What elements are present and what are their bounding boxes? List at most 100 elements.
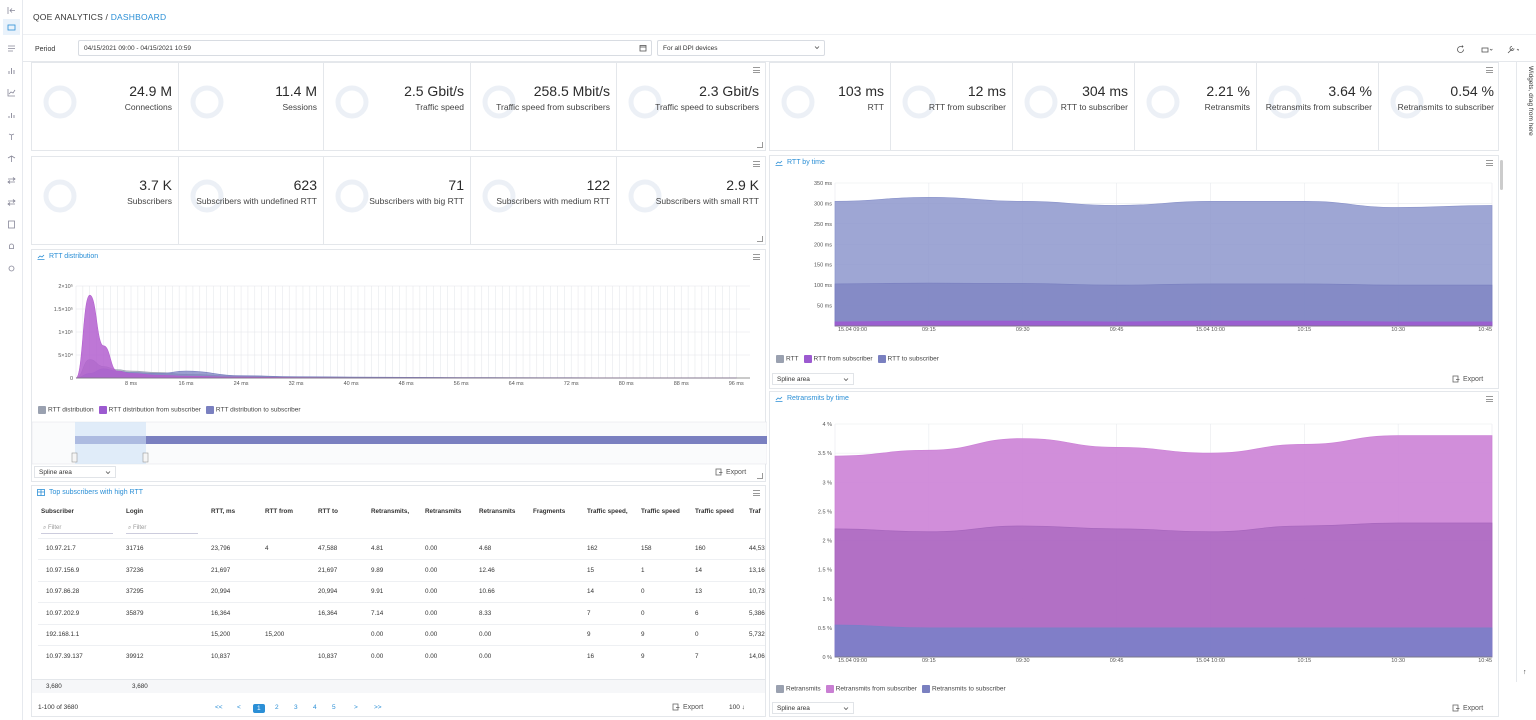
widget-menu-icon[interactable]	[1486, 67, 1493, 73]
widget-menu-icon[interactable]	[753, 161, 760, 167]
widgets-handle-icon[interactable]: ↑	[1523, 669, 1527, 676]
page-link[interactable]: 5	[332, 704, 336, 711]
column-header[interactable]: Retransmits	[479, 507, 516, 515]
scrollbar[interactable]	[1500, 160, 1503, 190]
page-size-value: 100	[729, 704, 740, 711]
page-link[interactable]: 3	[294, 704, 298, 711]
page-link[interactable]: <	[237, 704, 241, 711]
kpi-value: 3.7 K	[139, 177, 172, 193]
collapse-icon[interactable]	[3, 2, 20, 18]
chart-type-select[interactable]: Spline area	[34, 466, 116, 478]
table-cell: 0.00	[421, 623, 475, 646]
export-icon	[672, 703, 680, 711]
widget-menu-icon[interactable]	[753, 254, 760, 260]
table-row[interactable]: 10.97.202.9 35879 16,364 16,364 7.14 0.00 8.33…	[37, 602, 765, 624]
resize-handle[interactable]	[757, 236, 763, 242]
table-row[interactable]: 10.97.156.9 37236 21,697 21,697 9.89 0.00 12.4…	[37, 559, 765, 581]
widgets-panel[interactable]: Widgets, drag from here ↑	[1516, 62, 1536, 682]
widget-menu-icon[interactable]	[753, 67, 760, 73]
filter-input[interactable]: ⌕ Filter	[41, 524, 113, 535]
column-header[interactable]: Subscriber	[41, 507, 74, 515]
table-row[interactable]: 10.97.21.7 31716 23,796 4 47,588 4.81 0.00 4.68…	[37, 537, 765, 560]
area-chart-icon	[37, 254, 45, 260]
x-tick-label: 10:45	[1478, 658, 1492, 664]
print-icon[interactable]	[1481, 43, 1493, 55]
chart-type-select[interactable]: Spline area	[772, 373, 854, 385]
table-row[interactable]: 10.97.39.137 39912 10,837 10,837 0.00 0.00 0.0…	[37, 645, 765, 667]
settings-icon[interactable]	[3, 260, 20, 276]
legend-item[interactable]: RTT distribution	[38, 406, 94, 414]
column-header[interactable]: RTT, ms	[211, 507, 236, 515]
column-header[interactable]: Retransmits	[425, 507, 462, 515]
column-header[interactable]: Fragments	[533, 507, 566, 515]
page-size-select[interactable]: 100 ↓	[729, 704, 745, 711]
column-header[interactable]: Traffic speed	[695, 507, 734, 515]
refresh-icon[interactable]	[1454, 43, 1466, 55]
bars-icon[interactable]	[3, 62, 20, 78]
page-link[interactable]: 1	[253, 704, 265, 713]
export-button[interactable]: Export	[1452, 704, 1483, 712]
calendar-icon[interactable]	[639, 44, 647, 52]
table-cell: 9.89	[367, 559, 421, 581]
column-header[interactable]: Traffic speed,	[587, 507, 628, 515]
exchange-icon[interactable]	[3, 172, 20, 188]
page-link[interactable]: 2	[275, 704, 279, 711]
arrows-vertical-icon	[333, 83, 371, 123]
antenna-icon[interactable]	[3, 128, 20, 144]
filter-input[interactable]: ⌕ Filter	[126, 524, 198, 535]
table-row[interactable]: 192.168.1.1 15,200 15,200 0.00 0.00 0.00 9 9 0 5,…	[37, 623, 765, 646]
device-select[interactable]: For all DPI devices	[657, 40, 825, 56]
bell-icon[interactable]	[3, 238, 20, 254]
stats-icon[interactable]	[3, 106, 20, 122]
rtt-distribution-widget: RTT distribution 2×10⁵ 1.5×10⁵ 1×10⁵ 5×10⁴ 0…	[31, 249, 767, 482]
area-chart-icon	[775, 160, 783, 166]
column-header[interactable]: Retransmits,	[371, 507, 410, 515]
widget-menu-icon[interactable]	[1486, 160, 1493, 166]
transfer-icon[interactable]	[3, 194, 20, 210]
column-header[interactable]: RTT from	[265, 507, 293, 515]
widget-menu-icon[interactable]	[753, 490, 760, 496]
rtt-distribution-title: RTT distribution	[49, 253, 99, 260]
table-cell	[314, 623, 367, 646]
page-link[interactable]: >	[354, 704, 358, 711]
table-row[interactable]: 10.97.86.28 37295 20,994 20,994 9.91 0.00 10.6…	[37, 580, 765, 603]
column-header[interactable]: Login	[126, 507, 144, 515]
dashboard-icon[interactable]	[3, 19, 20, 35]
period-input[interactable]: 04/15/2021 09:00 - 04/15/2021 10:59	[78, 40, 652, 56]
document-icon[interactable]	[3, 216, 20, 232]
filter-placeholder: Filter	[48, 525, 62, 532]
legend-item[interactable]: Retransmits from subscriber	[825, 685, 917, 693]
page-link[interactable]: 4	[313, 704, 317, 711]
legend-item[interactable]: RTT to subscriber	[877, 355, 939, 363]
legend-item[interactable]: Retransmits	[776, 685, 821, 693]
chart-icon[interactable]	[3, 84, 20, 100]
column-header[interactable]: Traf	[749, 507, 761, 515]
export-button[interactable]: Export	[1452, 375, 1483, 383]
table-cell: 10,837	[207, 645, 261, 667]
legend-item[interactable]: RTT from subscriber	[803, 355, 873, 363]
report-icon[interactable]	[3, 40, 20, 56]
chart-type-select[interactable]: Spline area	[772, 702, 854, 714]
resize-handle[interactable]	[757, 142, 763, 148]
navigator-selection[interactable]	[75, 422, 146, 464]
wrench-icon[interactable]	[1507, 43, 1519, 55]
legend-item[interactable]: RTT distribution to subscriber	[205, 406, 301, 414]
legend-item[interactable]: RTT	[776, 355, 799, 363]
export-button[interactable]: Export	[715, 468, 746, 476]
table-export-button[interactable]: Export	[672, 703, 703, 711]
legend-item[interactable]: Retransmits to subscriber	[921, 685, 1006, 693]
legend-item[interactable]: RTT distribution from subscriber	[98, 406, 201, 414]
navigator-handle-right[interactable]	[142, 452, 149, 463]
column-header[interactable]: RTT to	[318, 507, 338, 515]
navigator-handle-left[interactable]	[71, 452, 78, 463]
series-area-retransmits	[834, 522, 1493, 658]
breadcrumb-root[interactable]: QOE ANALYTICS	[33, 12, 103, 22]
resize-handle[interactable]	[757, 473, 763, 479]
page-link[interactable]: >>	[374, 704, 382, 711]
page-link[interactable]: <<	[215, 704, 223, 711]
column-header[interactable]: Traffic speed	[641, 507, 680, 515]
export-icon	[715, 468, 723, 476]
network-icon[interactable]	[3, 150, 20, 166]
widget-menu-icon[interactable]	[1486, 396, 1493, 402]
export-icon	[1452, 375, 1460, 383]
